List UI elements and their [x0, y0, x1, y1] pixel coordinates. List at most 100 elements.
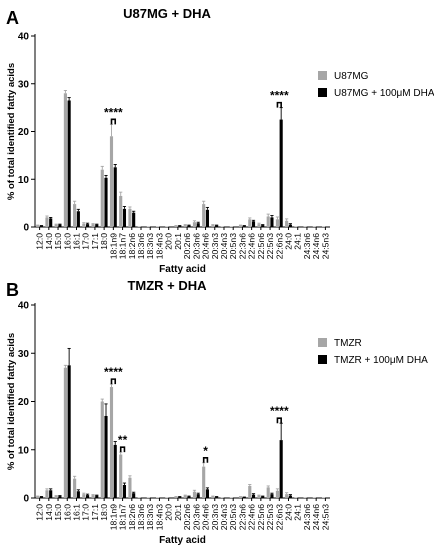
- x-tick-label: 18:4n3: [154, 233, 164, 260]
- bar: [285, 494, 289, 498]
- x-tick-label: 20:4n6: [201, 233, 211, 260]
- x-tick-label: 24:5n3: [320, 233, 330, 260]
- x-tick-label: 18:0: [99, 504, 109, 521]
- x-tick-label: 17:0: [81, 504, 91, 521]
- x-tick-label: 22:4n6: [247, 504, 257, 531]
- x-tick-label: 14:0: [44, 504, 54, 521]
- legend-swatch: [318, 88, 327, 97]
- bar: [257, 495, 261, 498]
- x-tick-label: 20:3n3: [210, 233, 220, 260]
- bar: [100, 169, 104, 227]
- bar: [174, 226, 178, 227]
- x-axis-title: Fatty acid: [159, 535, 206, 546]
- x-tick-label: 16:1: [71, 233, 81, 250]
- x-tick-label: 18:4n3: [154, 504, 164, 531]
- x-tick-label: 20:1: [173, 504, 183, 521]
- x-tick-label: 14:0: [44, 233, 54, 250]
- significance-bracket: [276, 101, 282, 108]
- significance-bracket: [276, 417, 282, 424]
- bar: [261, 496, 265, 498]
- bar: [205, 489, 209, 498]
- significance-bracket: [119, 446, 126, 453]
- x-tick-label: 16:0: [62, 233, 72, 250]
- bar: [187, 225, 191, 227]
- chart-a: 0 10 20 30 40 % of total identified fatty aci…: [6, 32, 434, 276]
- bar: [187, 496, 191, 498]
- significance-bracket: [110, 378, 117, 385]
- bar: [73, 204, 77, 227]
- x-tick-label: 18:3n3: [145, 504, 155, 531]
- x-tick-label: 22:6n3: [274, 504, 284, 531]
- x-tick-label: 17:0: [81, 233, 91, 250]
- x-tick-label: 22:3n6: [237, 504, 247, 531]
- bar: [100, 401, 104, 498]
- x-tick-label: 20:4n3: [219, 504, 229, 531]
- bar: [82, 223, 86, 227]
- significance-label: ****: [270, 89, 289, 103]
- bar: [86, 495, 90, 498]
- bar: [122, 208, 127, 227]
- bar: [275, 490, 279, 498]
- legend-swatch: [318, 355, 327, 364]
- x-tick-label: 22:5n3: [265, 504, 275, 531]
- x-tick-label: 24:0: [284, 504, 294, 521]
- legend-label: U87MG + 100μM DHA: [334, 88, 434, 99]
- bar: [67, 365, 71, 498]
- x-tick-label: 22:5n3: [265, 233, 275, 260]
- x-tick-label: 20:3n3: [210, 504, 220, 531]
- x-tick-label: 24:4n6: [311, 233, 321, 260]
- bar: [45, 490, 49, 498]
- x-tick-label: 18:0: [99, 233, 109, 250]
- significance-bracket: [202, 456, 209, 463]
- x-tick-label: 18:3n3: [145, 233, 155, 260]
- bar: [196, 494, 200, 498]
- x-tick-label: 22:6n3: [274, 233, 284, 260]
- x-tick-label: 18:1n7: [118, 233, 128, 260]
- bar: [132, 212, 136, 227]
- bar: [174, 497, 178, 498]
- panel-letter-a: A: [6, 8, 19, 28]
- bar: [67, 100, 71, 227]
- bar: [275, 219, 279, 227]
- x-tick-label: 24:1: [293, 233, 303, 250]
- significance-label: ****: [104, 105, 123, 119]
- bar: [58, 224, 62, 227]
- bar: [202, 204, 206, 227]
- bar: [91, 495, 95, 498]
- x-tick-label: 18:1n7: [118, 504, 128, 531]
- legend-label: TMZR: [334, 338, 362, 349]
- x-tick-label: 12:0: [35, 504, 45, 521]
- x-tick-label: 15:0: [53, 504, 63, 521]
- bar: [266, 216, 270, 227]
- y-axis-title: % of total identified fatty acids: [6, 333, 17, 470]
- legend-swatch: [318, 338, 327, 347]
- bar: [82, 494, 86, 498]
- y-tick-label: 20: [18, 397, 30, 408]
- bar: [54, 496, 58, 498]
- bar: [76, 491, 80, 498]
- x-tick-label: 20:4n6: [201, 504, 211, 531]
- x-tick-label: 20:2n6: [182, 233, 192, 260]
- bar: [196, 223, 200, 227]
- x-tick-label: 17:1: [90, 504, 100, 521]
- bar: [45, 217, 49, 227]
- x-tick-label: 24:3n6: [302, 233, 312, 260]
- x-tick-label: 17:1: [90, 233, 100, 250]
- bar: [211, 496, 215, 498]
- bar: [279, 440, 283, 498]
- bar: [109, 136, 114, 227]
- bar: [251, 221, 256, 227]
- x-axis-title: Fatty acid: [159, 264, 206, 275]
- y-tick-label: 0: [23, 494, 29, 505]
- bar: [215, 225, 219, 227]
- bar: [288, 495, 292, 498]
- y-tick-label: 10: [18, 445, 30, 456]
- x-tick-label: 22:5n6: [256, 233, 266, 260]
- x-tick-label: 20:2n6: [182, 504, 192, 531]
- significance-label: **: [118, 433, 128, 447]
- panel-letter-b: B: [6, 280, 19, 300]
- bar: [109, 387, 114, 498]
- x-tick-label: 18:2n6: [127, 504, 137, 531]
- bar: [122, 484, 127, 498]
